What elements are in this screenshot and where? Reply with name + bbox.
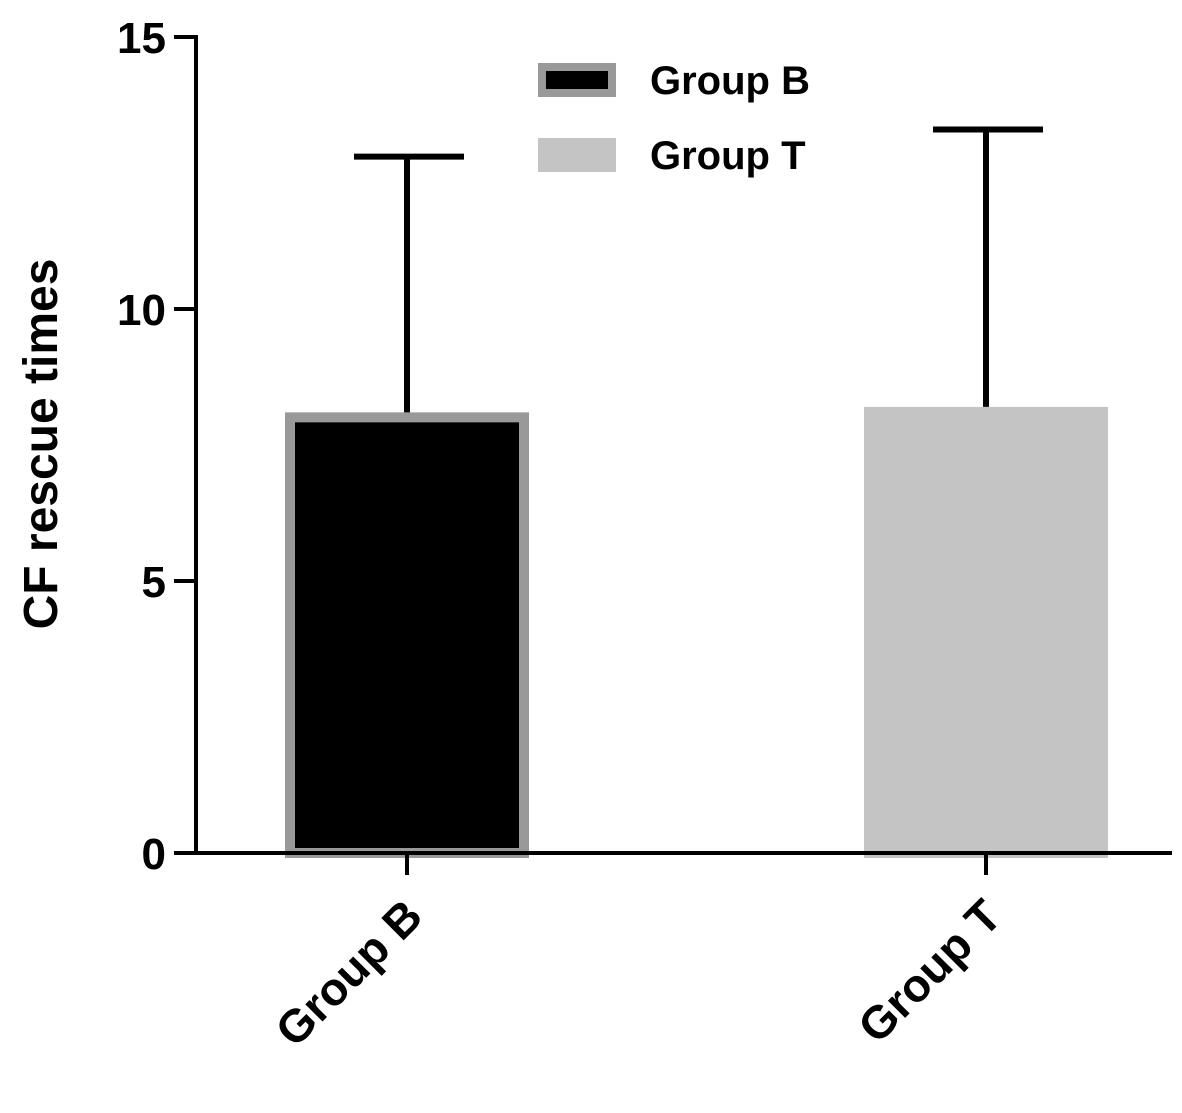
x-axis-ticks: Group B Group T <box>265 853 1011 1056</box>
y-axis-ticks: 0 5 10 15 <box>117 14 196 879</box>
x-tick-label: Group T <box>848 889 1011 1052</box>
y-tick-label: 0 <box>142 830 166 879</box>
error-bars-group <box>354 126 1043 413</box>
legend-swatch <box>538 63 616 97</box>
legend-swatch <box>538 138 616 172</box>
y-axis-title: CF rescue times <box>15 259 68 630</box>
legend-label: Group B <box>650 59 810 103</box>
y-tick-label: 15 <box>117 14 166 63</box>
y-tick-label: 5 <box>142 558 166 607</box>
bar-group-t <box>864 406 1108 858</box>
bar-group-b <box>285 412 529 858</box>
legend-label: Group T <box>650 134 806 178</box>
y-tick-label: 10 <box>117 286 166 335</box>
x-tick-label: Group B <box>265 889 432 1056</box>
legend: Group B Group T <box>538 59 810 178</box>
bars-group <box>285 406 1108 858</box>
